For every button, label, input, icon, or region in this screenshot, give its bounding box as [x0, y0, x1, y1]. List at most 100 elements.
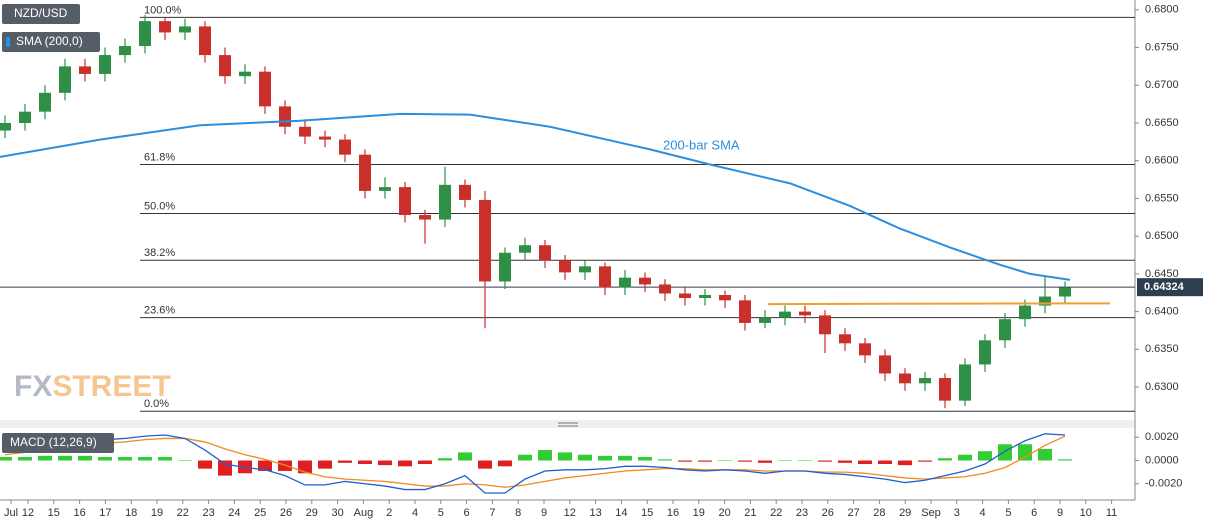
histogram-bar: [918, 460, 932, 462]
y-tick-label: 0.6550: [1145, 192, 1179, 204]
histogram-bar: [218, 460, 232, 476]
x-tick-label: 16: [73, 507, 85, 519]
candle-body: [599, 266, 611, 288]
x-tick-label: 29: [306, 507, 318, 519]
x-tick-label: 27: [847, 507, 859, 519]
panel-splitter: [0, 420, 1135, 428]
histogram-bar: [658, 459, 672, 461]
candle-body: [999, 319, 1011, 341]
candle-body: [1019, 305, 1031, 320]
y-tick-label: 0.6750: [1145, 41, 1179, 53]
histogram-bar: [878, 460, 892, 464]
candle-body: [919, 378, 931, 384]
histogram-bar: [998, 444, 1012, 461]
fib-label: 61.8%: [144, 151, 175, 163]
histogram-bar: [98, 457, 112, 461]
histogram-bar: [458, 452, 472, 461]
x-tick-label: 26: [822, 507, 834, 519]
fib-label: 100.0%: [144, 4, 182, 16]
y-tick-label: 0.6800: [1145, 4, 1179, 16]
histogram-bar: [978, 451, 992, 461]
histogram-bar: [178, 460, 192, 462]
candle-body: [619, 277, 631, 288]
x-tick-label: 23: [202, 507, 214, 519]
candle-body: [479, 199, 491, 282]
candle-body: [159, 21, 171, 33]
x-tick-label: 15: [641, 507, 653, 519]
candle-body: [959, 364, 971, 401]
x-tick-label: Sep: [921, 507, 941, 519]
histogram-bar: [138, 457, 152, 461]
histogram-bar: [518, 454, 532, 461]
x-tick-label: 20: [718, 507, 730, 519]
x-tick-label: 19: [693, 507, 705, 519]
watermark-part: FX: [14, 370, 52, 403]
histogram-bar: [638, 457, 652, 461]
candle-body: [539, 245, 551, 261]
x-tick-label: 2: [386, 507, 392, 519]
indicator-label: SMA (200,0): [16, 34, 83, 48]
chart-title: NZD/USD: [14, 6, 68, 20]
histogram-bar: [678, 460, 692, 462]
x-tick-label: 3: [954, 507, 960, 519]
candle-body: [219, 55, 231, 77]
macd-line: [4, 433, 1066, 494]
candle-body: [319, 136, 331, 140]
x-tick-label: 13: [589, 507, 601, 519]
last-price-label: 0.64324: [1144, 281, 1185, 293]
candle-body: [99, 55, 111, 74]
candle-body: [819, 315, 831, 335]
candle-body: [739, 300, 751, 323]
x-tick-label: 7: [489, 507, 495, 519]
histogram-bar: [498, 460, 512, 467]
candle-body: [39, 92, 51, 112]
x-tick-label: 5: [1005, 507, 1011, 519]
fib-label: 38.2%: [144, 247, 175, 259]
macd-title: MACD (12,26,9): [10, 435, 97, 449]
x-tick-label: 12: [22, 507, 34, 519]
candle-body: [679, 293, 691, 299]
histogram-bar: [838, 460, 852, 463]
histogram-bar: [478, 460, 492, 469]
y-tick-label: 0.0020: [1145, 431, 1179, 443]
histogram-bar: [438, 458, 452, 461]
histogram-bar: [338, 460, 352, 463]
x-tick-label: 26: [280, 507, 292, 519]
histogram-bar: [1058, 459, 1072, 461]
watermark-part: STREET: [52, 370, 170, 403]
support-line: [767, 302, 1111, 306]
x-tick-label: 15: [48, 507, 60, 519]
histogram-bar: [378, 460, 392, 466]
histogram-bar: [198, 460, 212, 469]
histogram-bar: [58, 455, 72, 461]
histogram-bar: [758, 460, 772, 463]
histogram-bar: [558, 452, 572, 461]
y-tick-label: 0.6350: [1145, 343, 1179, 355]
candle-body: [839, 334, 851, 344]
y-tick-label: 0.6700: [1145, 79, 1179, 91]
x-tick-label: 5: [438, 507, 444, 519]
x-tick-label: 10: [1080, 507, 1092, 519]
candle-body: [19, 111, 31, 123]
candle-body: [1059, 287, 1071, 297]
histogram-bar: [538, 450, 552, 461]
histogram-bar: [818, 460, 832, 462]
y-tick-label: 0.6450: [1145, 268, 1179, 280]
last-price-box: [1137, 278, 1203, 297]
histogram-bar: [18, 457, 32, 461]
candle-body: [859, 343, 871, 356]
histogram-bar: [898, 460, 912, 466]
x-tick-label: 22: [177, 507, 189, 519]
histogram-bar: [938, 458, 952, 461]
fib-label: 23.6%: [144, 305, 175, 317]
candle-body: [979, 340, 991, 365]
candle-body: [359, 154, 371, 191]
candle-body: [299, 126, 311, 137]
histogram-bar: [318, 460, 332, 469]
histogram-bar: [1038, 448, 1052, 461]
candle-body: [799, 311, 811, 316]
histogram-bar: [418, 460, 432, 464]
x-tick-label: 22: [770, 507, 782, 519]
watermark: FXSTREET: [14, 370, 171, 403]
